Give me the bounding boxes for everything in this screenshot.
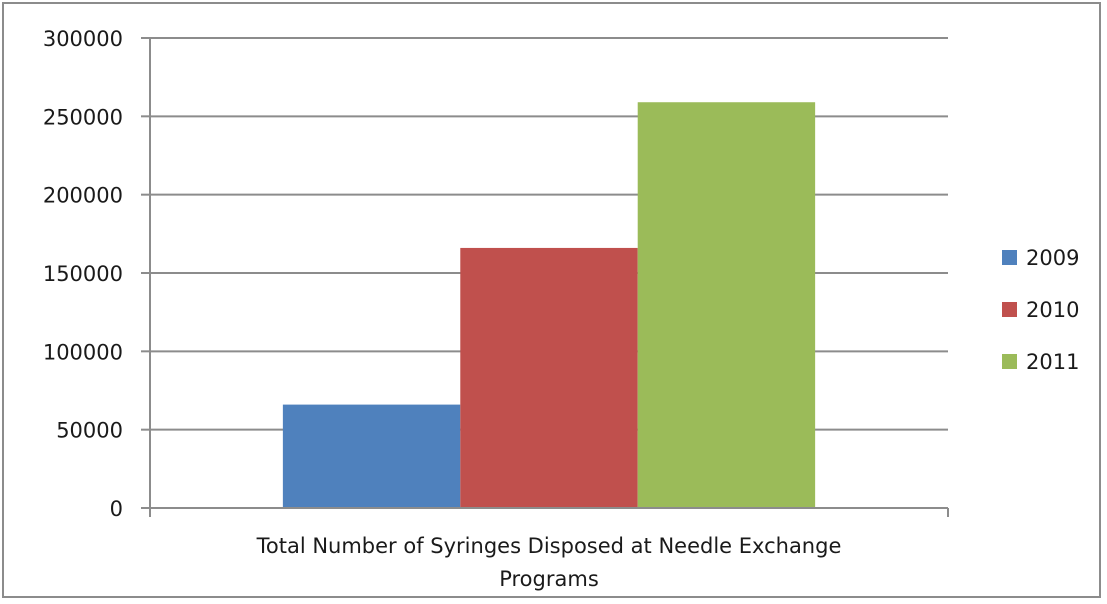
x-category-label: Total Number of Syringes Disposed at Nee… (256, 534, 842, 558)
category-labels: Total Number of Syringes Disposed at Nee… (256, 534, 842, 591)
bar-2009 (282, 404, 461, 508)
y-tick-label: 300000 (43, 27, 123, 51)
y-tick-label: 50000 (56, 419, 123, 443)
y-tick-label: 150000 (43, 262, 123, 286)
legend-swatch-2011 (1002, 354, 1017, 369)
y-tick-label: 100000 (43, 340, 123, 364)
y-axis: 0 50000 100000 150000 200000 250000 300000 (43, 27, 151, 521)
bars (282, 102, 816, 508)
bar-2010 (460, 247, 638, 508)
bar-2011 (637, 102, 816, 508)
legend-label-2011: 2011 (1026, 350, 1079, 374)
legend: 2009 2010 2011 (1002, 246, 1079, 374)
x-category-label: Programs (499, 567, 599, 591)
legend-swatch-2010 (1002, 302, 1017, 317)
legend-label-2009: 2009 (1026, 246, 1079, 270)
x-axis (149, 507, 949, 517)
y-tick-label: 250000 (43, 105, 123, 129)
legend-label-2010: 2010 (1026, 298, 1079, 322)
y-tick-label: 200000 (43, 184, 123, 208)
legend-swatch-2009 (1002, 250, 1017, 265)
y-tick-label: 0 (110, 497, 123, 521)
